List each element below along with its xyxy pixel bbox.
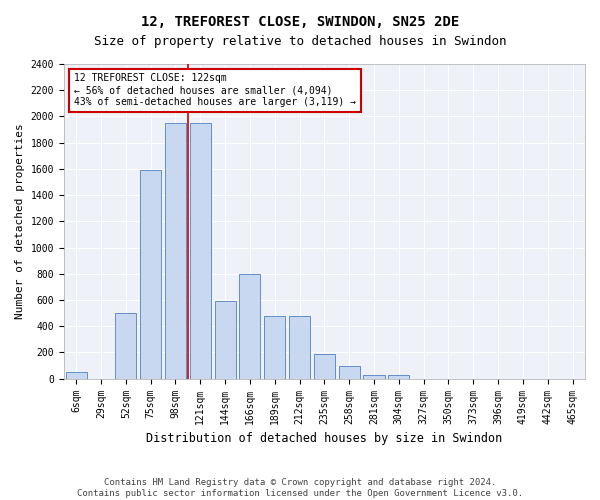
Text: Contains HM Land Registry data © Crown copyright and database right 2024.
Contai: Contains HM Land Registry data © Crown c… (77, 478, 523, 498)
Bar (140, 170, 161, 378)
Bar (338, 366, 360, 378)
Text: Size of property relative to detached houses in Swindon: Size of property relative to detached ho… (94, 35, 506, 48)
Bar (388, 376, 409, 378)
Text: 12, TREFOREST CLOSE, SWINDON, SN25 2DE: 12, TREFOREST CLOSE, SWINDON, SN25 2DE (141, 15, 459, 29)
Bar (65, 372, 87, 378)
Bar (239, 274, 260, 378)
Bar (115, 313, 136, 378)
Bar (190, 123, 211, 378)
Bar (364, 376, 385, 378)
Y-axis label: Number of detached properties: Number of detached properties (15, 124, 25, 319)
X-axis label: Distribution of detached houses by size in Swindon: Distribution of detached houses by size … (146, 432, 503, 445)
Bar (289, 316, 310, 378)
Bar (215, 302, 236, 378)
Bar (165, 123, 186, 378)
Bar (314, 354, 335, 378)
Text: 12 TREFOREST CLOSE: 122sqm
← 56% of detached houses are smaller (4,094)
43% of s: 12 TREFOREST CLOSE: 122sqm ← 56% of deta… (74, 74, 356, 106)
Bar (264, 316, 285, 378)
